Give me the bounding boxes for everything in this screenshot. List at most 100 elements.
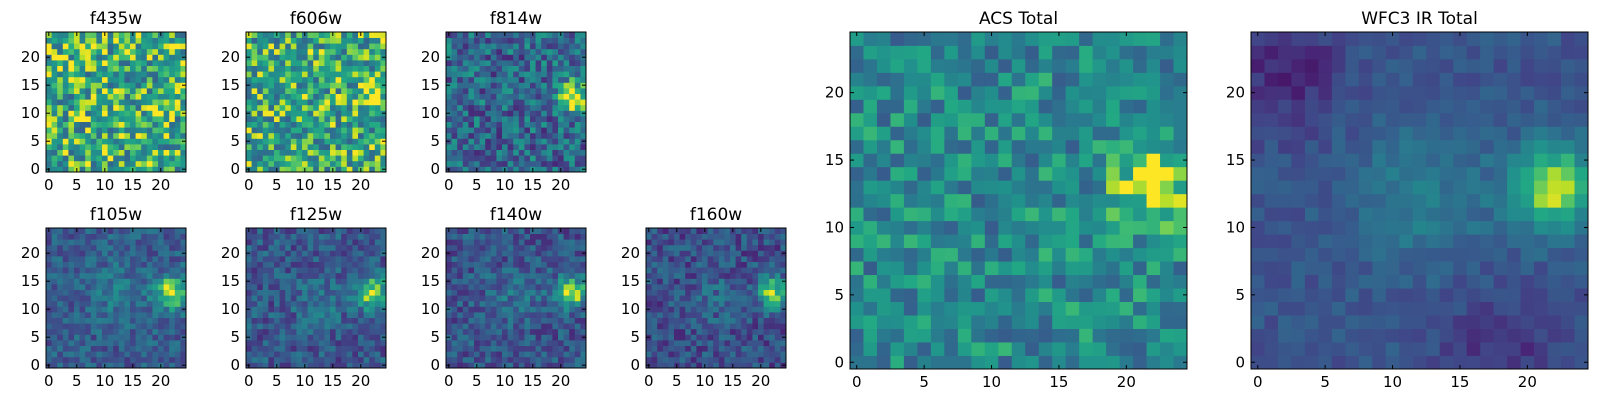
heatmap-cell bbox=[324, 300, 331, 307]
heatmap-cell bbox=[546, 284, 553, 290]
heatmap-cell bbox=[541, 267, 548, 274]
heatmap-cell bbox=[380, 116, 387, 122]
heatmap-cell bbox=[730, 356, 736, 363]
heatmap-cell bbox=[524, 155, 531, 162]
heatmap-cell bbox=[646, 317, 652, 324]
heatmap-cell bbox=[876, 180, 891, 195]
heatmap-cell bbox=[713, 334, 720, 341]
heatmap-cell bbox=[580, 340, 587, 346]
heatmap-cell bbox=[535, 60, 542, 66]
heatmap-cell bbox=[713, 256, 720, 262]
heatmap-cell bbox=[998, 261, 1013, 276]
heatmap-cell bbox=[124, 76, 131, 83]
heatmap-cell bbox=[107, 76, 114, 83]
heatmap-cell bbox=[302, 82, 308, 89]
heatmap-cell bbox=[79, 233, 86, 240]
heatmap-cell bbox=[307, 138, 314, 145]
heatmap-cell bbox=[313, 132, 320, 139]
heatmap-cell bbox=[90, 166, 97, 173]
heatmap-cell bbox=[735, 278, 742, 285]
heatmap-cell bbox=[313, 289, 320, 296]
heatmap-cell bbox=[313, 239, 320, 246]
heatmap-cell bbox=[107, 54, 114, 61]
heatmap-cell bbox=[268, 60, 275, 66]
heatmap-cell bbox=[580, 228, 587, 234]
heatmap-cell bbox=[574, 110, 581, 117]
heatmap-cell bbox=[707, 317, 714, 324]
heatmap-cell bbox=[984, 207, 999, 222]
heatmap-cell bbox=[102, 345, 108, 352]
heatmap-cell bbox=[850, 180, 864, 195]
heatmap-cell bbox=[51, 116, 58, 122]
heatmap-cell bbox=[318, 149, 325, 156]
heatmap-cell bbox=[563, 228, 570, 234]
heatmap-cell bbox=[146, 334, 153, 341]
heatmap-cell bbox=[346, 267, 353, 274]
heatmap-cell bbox=[313, 82, 320, 89]
heatmap-cell bbox=[496, 306, 503, 313]
heatmap-cell bbox=[530, 306, 536, 313]
heatmap-cell bbox=[490, 295, 497, 302]
heatmap-cell bbox=[496, 71, 503, 78]
heatmap-cell bbox=[152, 239, 159, 246]
heatmap-cell bbox=[335, 244, 342, 251]
heatmap-cell bbox=[917, 247, 932, 262]
heatmap-cell bbox=[1173, 274, 1188, 289]
heatmap-cell bbox=[552, 37, 559, 44]
heatmap-cell bbox=[646, 272, 652, 279]
heatmap-cell bbox=[251, 32, 258, 38]
heatmap-cell bbox=[569, 160, 576, 167]
heatmap-cell bbox=[507, 76, 514, 83]
heatmap-cell bbox=[957, 207, 972, 222]
heatmap-cell bbox=[174, 43, 181, 50]
heatmap-cell bbox=[358, 261, 364, 268]
heatmap-cell bbox=[102, 82, 108, 89]
heatmap-cell bbox=[546, 144, 553, 150]
heatmap-cell bbox=[251, 300, 258, 307]
heatmap-cell bbox=[46, 300, 52, 307]
heatmap-cell bbox=[262, 127, 269, 134]
heatmap-cell bbox=[668, 228, 675, 234]
heatmap-cell bbox=[169, 166, 176, 173]
heatmap-cell bbox=[246, 132, 252, 139]
heatmap-cell bbox=[124, 65, 131, 72]
heatmap-cell bbox=[530, 132, 536, 139]
heatmap-cell bbox=[163, 334, 170, 341]
heatmap-cell bbox=[541, 155, 548, 162]
heatmap-cell bbox=[662, 345, 669, 352]
heatmap-cell bbox=[485, 351, 492, 358]
heatmap-cell bbox=[57, 306, 64, 313]
heatmap-cell bbox=[279, 306, 286, 313]
heatmap-cell bbox=[490, 261, 497, 268]
heatmap-cell bbox=[74, 54, 80, 61]
heatmap-cell bbox=[257, 228, 264, 234]
heatmap-cell bbox=[552, 289, 559, 296]
heatmap-cell bbox=[257, 149, 264, 156]
heatmap-cell bbox=[158, 356, 164, 363]
x-tick-label: 15 bbox=[323, 176, 342, 194]
heatmap-cell bbox=[374, 306, 381, 313]
heatmap-cell bbox=[446, 144, 452, 150]
heatmap-cell bbox=[257, 328, 264, 335]
heatmap-cell bbox=[274, 334, 280, 341]
heatmap-cell bbox=[46, 351, 52, 358]
heatmap-cell bbox=[341, 244, 348, 251]
heatmap-cell bbox=[285, 328, 292, 335]
heatmap-cell bbox=[646, 351, 652, 358]
heatmap-cell bbox=[90, 323, 97, 330]
heatmap-cell bbox=[279, 289, 286, 296]
heatmap-cell bbox=[251, 93, 258, 100]
heatmap-cell bbox=[369, 116, 376, 122]
heatmap-cell bbox=[330, 132, 336, 139]
heatmap-cell bbox=[118, 149, 125, 156]
heatmap-cell bbox=[558, 256, 564, 262]
heatmap-cell bbox=[763, 228, 770, 234]
heatmap-cell bbox=[118, 155, 125, 162]
heatmap-cell bbox=[107, 239, 114, 246]
heatmap-cell bbox=[702, 306, 708, 313]
heatmap-cell bbox=[462, 65, 469, 72]
heatmap-cell bbox=[863, 234, 878, 249]
heatmap-cell bbox=[863, 315, 878, 329]
heatmap-cell bbox=[718, 356, 725, 363]
heatmap-cell bbox=[735, 250, 742, 257]
